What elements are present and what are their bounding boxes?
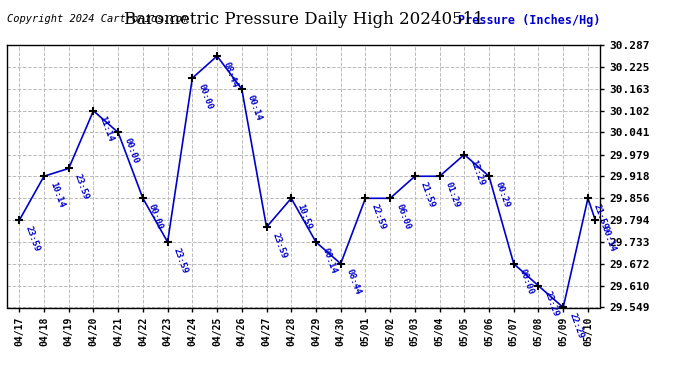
Text: 08:44: 08:44 (345, 268, 362, 296)
Text: 00:14: 00:14 (246, 93, 264, 122)
Text: 23:59: 23:59 (172, 246, 190, 274)
Text: 23:59: 23:59 (73, 172, 90, 201)
Text: Pressure (Inches/Hg): Pressure (Inches/Hg) (457, 13, 600, 27)
Text: 23:59: 23:59 (23, 225, 41, 253)
Text: Barometric Pressure Daily High 20240511: Barometric Pressure Daily High 20240511 (124, 11, 484, 28)
Text: 08:44: 08:44 (221, 60, 239, 88)
Text: 06:00: 06:00 (394, 202, 412, 231)
Text: 00:00: 00:00 (147, 202, 165, 231)
Text: 00:00: 00:00 (122, 136, 140, 165)
Text: 21:59: 21:59 (592, 202, 610, 231)
Text: 01:29: 01:29 (444, 180, 462, 209)
Text: 00:29: 00:29 (493, 180, 511, 209)
Text: 00:00: 00:00 (197, 82, 214, 111)
Text: 22:29: 22:29 (567, 312, 585, 340)
Text: 23:59: 23:59 (270, 231, 288, 260)
Text: 10:59: 10:59 (295, 202, 313, 231)
Text: 22:59: 22:59 (370, 202, 387, 231)
Text: 11:14: 11:14 (97, 115, 115, 143)
Text: 00:14: 00:14 (320, 246, 338, 274)
Text: 00:14: 00:14 (600, 225, 617, 253)
Text: 21:59: 21:59 (419, 180, 437, 209)
Text: 12:29: 12:29 (469, 159, 486, 187)
Text: Copyright 2024 Cartronics.com: Copyright 2024 Cartronics.com (7, 13, 188, 24)
Text: 10:14: 10:14 (48, 180, 66, 209)
Text: 23:29: 23:29 (542, 290, 560, 318)
Text: 00:00: 00:00 (518, 268, 535, 296)
